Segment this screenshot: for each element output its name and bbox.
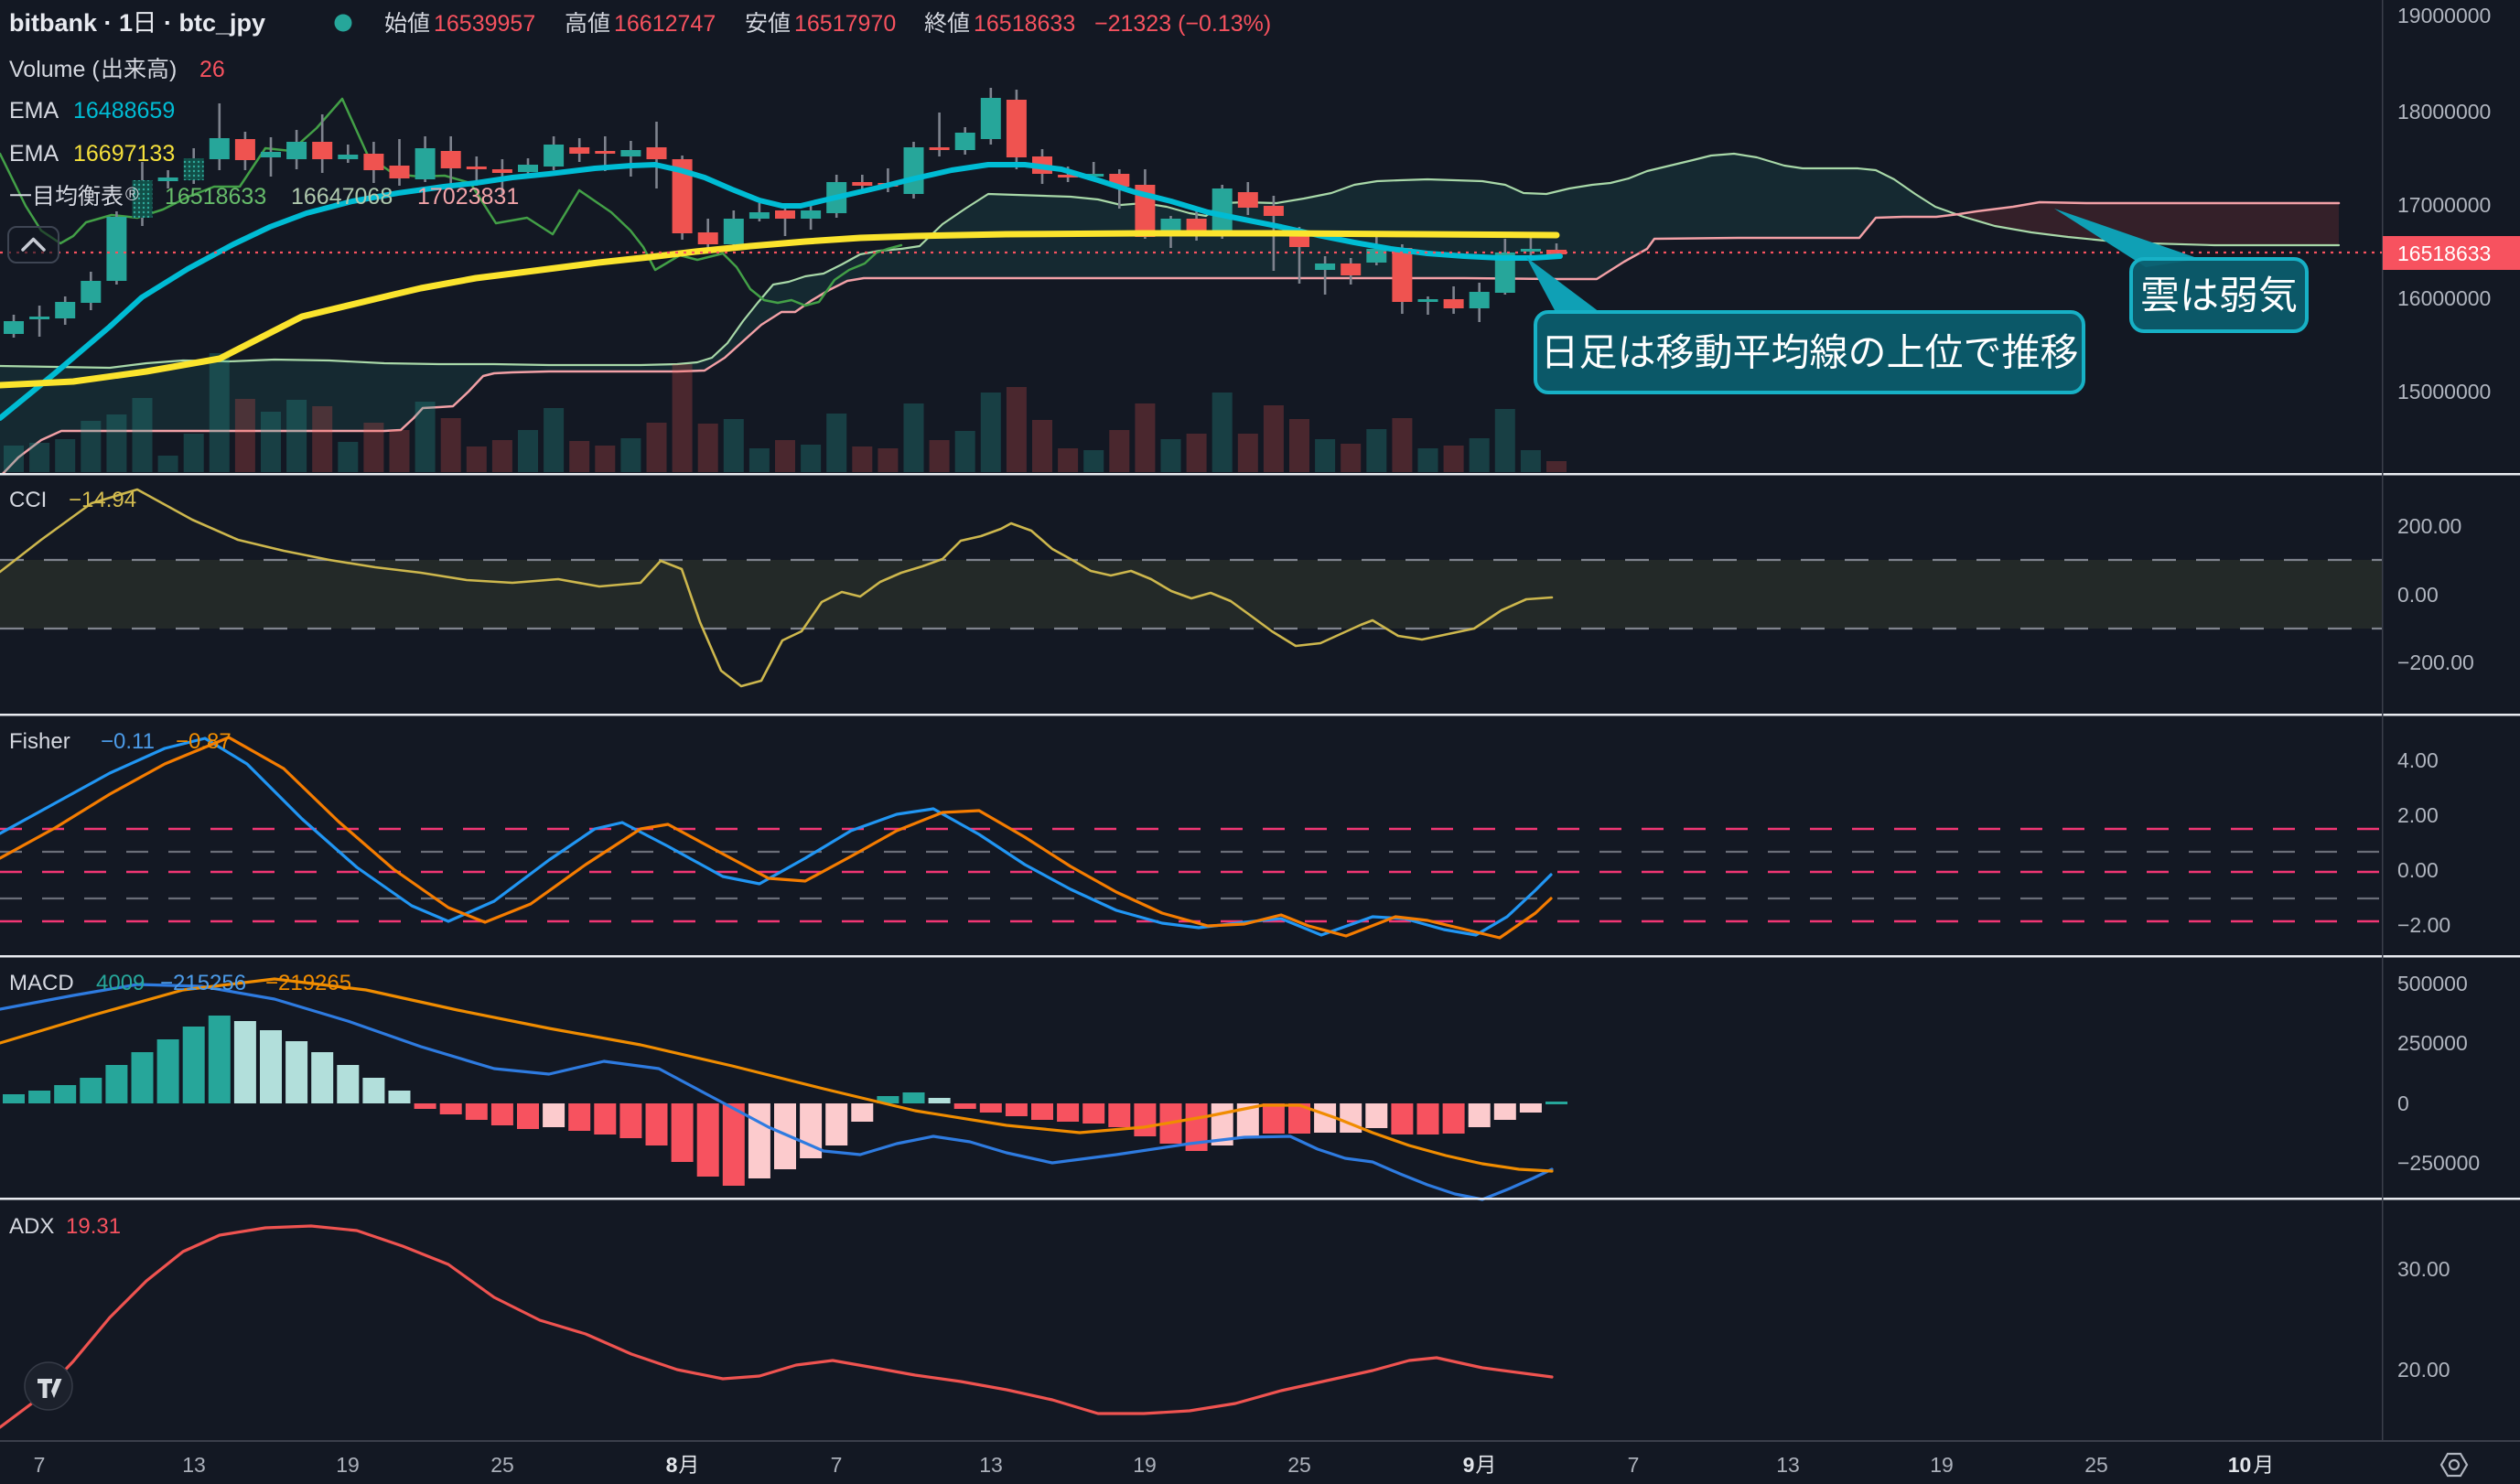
svg-text:−219265: −219265 [265, 971, 351, 995]
svg-text:· btc_jpy: · btc_jpy [157, 9, 266, 37]
svg-text:bitbank · 1: bitbank · 1 [9, 9, 133, 37]
svg-text:19: 19 [1133, 1453, 1157, 1477]
svg-text:0.00: 0.00 [2397, 583, 2439, 607]
svg-text:): ) [169, 57, 177, 82]
svg-text:16517970: 16517970 [794, 11, 896, 37]
svg-text:®: ® [125, 185, 139, 205]
svg-text:0.00: 0.00 [2397, 858, 2439, 882]
svg-text:7: 7 [831, 1453, 843, 1477]
svg-text:17023831: 17023831 [417, 184, 519, 210]
svg-text:19.31: 19.31 [66, 1214, 121, 1239]
svg-text:25: 25 [2084, 1453, 2108, 1477]
svg-text:16518633: 16518633 [2397, 242, 2491, 265]
svg-text:200.00: 200.00 [2397, 514, 2461, 538]
svg-text:Volume (: Volume ( [9, 57, 100, 82]
svg-text:−14.94: −14.94 [69, 488, 136, 512]
svg-text:8: 8 [666, 1453, 678, 1477]
svg-text:13: 13 [1776, 1453, 1800, 1477]
svg-text:−21323 (−0.13%): −21323 (−0.13%) [1094, 11, 1271, 37]
svg-text:−250000: −250000 [2397, 1151, 2480, 1175]
svg-text:19: 19 [336, 1453, 360, 1477]
svg-text:18000000: 18000000 [2397, 100, 2491, 124]
svg-text:ADX: ADX [9, 1214, 54, 1239]
svg-text:16518633: 16518633 [974, 11, 1075, 37]
svg-text:7: 7 [1628, 1453, 1640, 1477]
svg-text:CCI: CCI [9, 488, 47, 512]
svg-text:20.00: 20.00 [2397, 1358, 2450, 1382]
svg-text:4009: 4009 [96, 971, 145, 995]
svg-text:16697133: 16697133 [73, 141, 175, 167]
svg-text:−215256: −215256 [160, 971, 246, 995]
svg-text:13: 13 [979, 1453, 1003, 1477]
svg-text:EMA: EMA [9, 141, 59, 167]
svg-text:10: 10 [2228, 1453, 2252, 1477]
svg-text:EMA: EMA [9, 98, 59, 124]
svg-text:−2.00: −2.00 [2397, 913, 2450, 937]
svg-text:13: 13 [182, 1453, 206, 1477]
svg-text:17000000: 17000000 [2397, 193, 2491, 217]
svg-text:−0.87: −0.87 [176, 729, 232, 754]
svg-text:250000: 250000 [2397, 1031, 2468, 1055]
svg-text:7: 7 [34, 1453, 46, 1477]
svg-text:MACD: MACD [9, 971, 74, 995]
svg-text:0: 0 [2397, 1091, 2409, 1115]
svg-text:−200.00: −200.00 [2397, 651, 2474, 674]
svg-text:26: 26 [199, 57, 225, 82]
svg-text:2.00: 2.00 [2397, 803, 2439, 827]
svg-text:16000000: 16000000 [2397, 286, 2491, 310]
svg-text:16488659: 16488659 [73, 98, 175, 124]
svg-text:−0.11: −0.11 [101, 729, 155, 754]
svg-text:Fisher: Fisher [9, 729, 70, 754]
svg-text:4.00: 4.00 [2397, 748, 2439, 772]
svg-text:15000000: 15000000 [2397, 380, 2491, 403]
svg-text:19000000: 19000000 [2397, 4, 2491, 27]
svg-text:25: 25 [490, 1453, 514, 1477]
svg-text:16518633: 16518633 [165, 184, 266, 210]
svg-text:16647068: 16647068 [291, 184, 393, 210]
svg-text:16612747: 16612747 [614, 11, 716, 37]
svg-text:500000: 500000 [2397, 972, 2468, 995]
svg-text:25: 25 [1287, 1453, 1311, 1477]
svg-text:30.00: 30.00 [2397, 1257, 2450, 1281]
svg-text:19: 19 [1930, 1453, 1954, 1477]
svg-text:9: 9 [1463, 1453, 1475, 1477]
svg-text:16539957: 16539957 [434, 11, 535, 37]
